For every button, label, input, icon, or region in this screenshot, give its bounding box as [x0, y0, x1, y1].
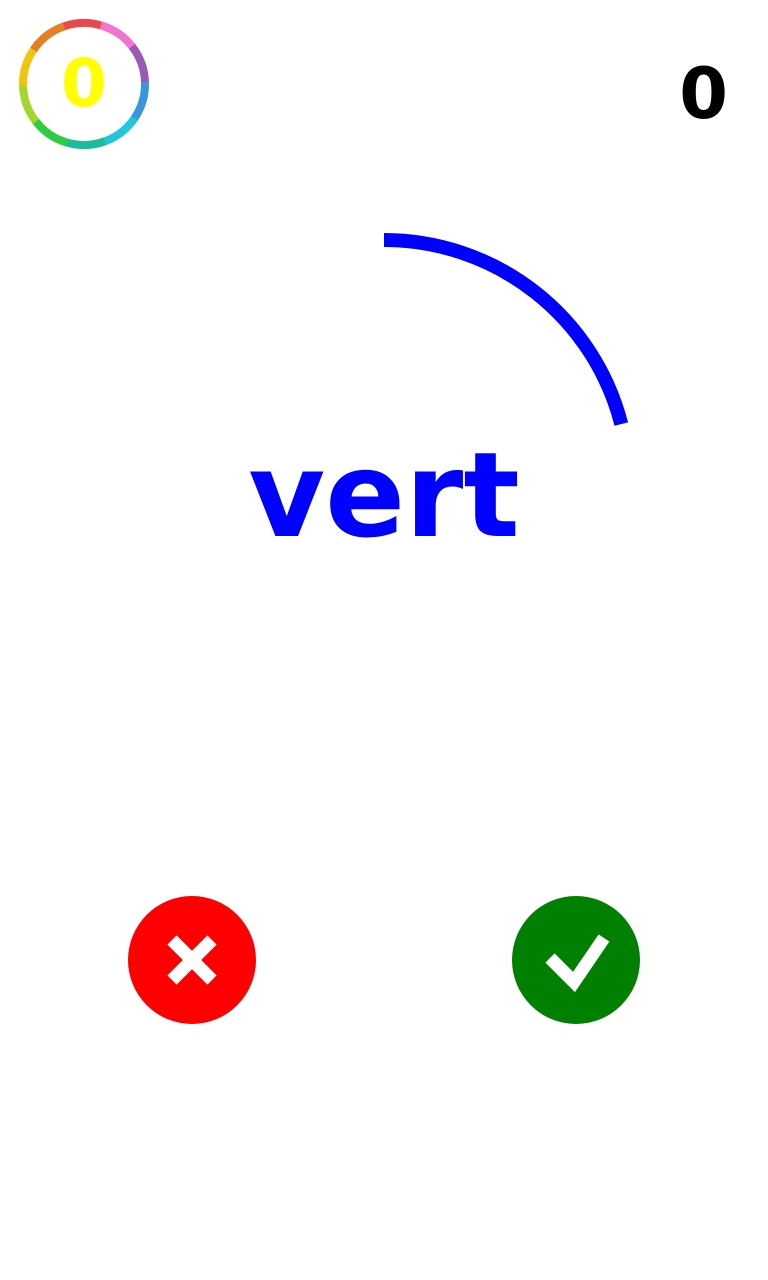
ring-segment [64, 137, 107, 149]
badge-value: 0 [61, 45, 107, 122]
wrong-button[interactable] [128, 896, 256, 1024]
cross-icon [167, 935, 217, 985]
checkmark-icon [545, 934, 610, 993]
ring-segment [99, 21, 136, 50]
color-word: vert [248, 426, 520, 564]
timer-arc-path [383, 233, 629, 426]
right-button[interactable] [512, 896, 640, 1024]
ring-segment [19, 84, 40, 125]
score-counter: 0 [679, 53, 728, 135]
ring-segment [19, 46, 38, 87]
ring-segment [128, 43, 149, 84]
ring-segment [61, 19, 104, 31]
ring-segment [30, 22, 66, 53]
color-badge: 0 [17, 17, 151, 151]
ring-segment [32, 118, 69, 147]
ring-segment [130, 81, 149, 122]
ring-segment [102, 115, 138, 146]
rainbow-ring-icon [19, 19, 149, 149]
